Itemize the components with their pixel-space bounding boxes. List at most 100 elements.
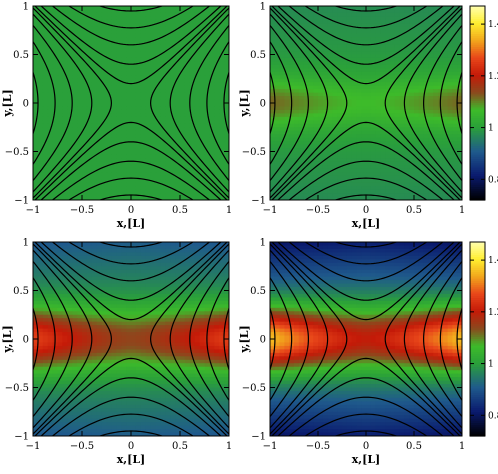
heatmap-cell [199, 44, 206, 49]
heatmap-cell [101, 144, 108, 149]
heatmap-cell [199, 12, 206, 17]
heatmap-cell [52, 266, 59, 271]
colorbar-swatch [470, 131, 485, 134]
heatmap-cell [199, 196, 206, 200]
heatmap-cell [214, 68, 220, 73]
heatmap-cell [390, 26, 396, 31]
heatmap-cell [289, 172, 295, 177]
heatmap-cell [361, 92, 367, 97]
heatmap-cell [270, 16, 276, 21]
heatmap-cell [274, 99, 281, 104]
heatmap-cell [42, 179, 49, 184]
heatmap-cell [47, 44, 54, 49]
heatmap-cell [180, 116, 186, 121]
heatmap-cell [394, 109, 401, 114]
heatmap-cell [150, 109, 157, 114]
heatmap-cell [337, 92, 343, 97]
heatmap-cell [274, 144, 281, 149]
heatmap-cell [322, 33, 329, 38]
heatmap-cell [47, 89, 54, 94]
heatmap-cell [399, 44, 405, 49]
heatmap-cell [135, 130, 142, 135]
heatmap-cell [126, 106, 132, 111]
heatmap-cell [91, 68, 98, 73]
heatmap-cell [126, 64, 132, 69]
heatmap-cell [394, 26, 401, 31]
heatmap-cell [442, 141, 449, 146]
heatmap-cell [399, 19, 405, 24]
heatmap-cell [356, 134, 362, 139]
heatmap-cell [101, 179, 108, 184]
heatmap-cell [72, 134, 78, 139]
heatmap-cell [47, 186, 54, 191]
heatmap-cell [423, 189, 429, 194]
heatmap-cell [135, 196, 142, 200]
heatmap-cell [303, 189, 309, 194]
heatmap-cell [318, 137, 324, 142]
heatmap-cell [428, 33, 434, 38]
heatmap-cell [106, 61, 112, 66]
heatmap-cell [135, 75, 142, 80]
heatmap-cell [303, 179, 309, 184]
heatmap-cell [101, 57, 108, 63]
heatmap-cell [135, 64, 142, 69]
heatmap-cell [135, 186, 142, 191]
heatmap-cell [423, 161, 429, 166]
heatmap-cell [175, 182, 181, 187]
heatmap-cell [165, 75, 171, 80]
heatmap-cell [33, 103, 39, 108]
heatmap-cell [447, 175, 453, 180]
heatmap-cell [62, 262, 68, 267]
heatmap-cell [77, 19, 83, 24]
heatmap-cell [447, 54, 453, 59]
heatmap-cell [180, 85, 186, 90]
heatmap-cell [322, 134, 329, 139]
heatmap-cell [318, 16, 324, 21]
heatmap-cell [189, 113, 196, 118]
heatmap-cell [279, 37, 285, 42]
heatmap-cell [289, 182, 295, 187]
heatmap-cell [224, 113, 229, 118]
heatmap-cell [86, 12, 93, 17]
heatmap-cell [270, 154, 276, 160]
colorbar-swatch [470, 70, 485, 74]
heatmap-cell [116, 193, 122, 198]
heatmap-cell [77, 33, 83, 38]
heatmap-cell [308, 165, 314, 170]
heatmap-cell [428, 9, 434, 14]
heatmap-cell [447, 16, 453, 21]
heatmap-cell [438, 137, 444, 142]
heatmap-cell [385, 57, 391, 63]
heatmap-cell [42, 19, 49, 24]
heatmap-cell [418, 151, 425, 156]
heatmap-cell [62, 26, 68, 31]
heatmap-cell [433, 123, 439, 128]
heatmap-cell [72, 266, 78, 271]
heatmap-cell [303, 154, 309, 160]
heatmap-cell [77, 161, 83, 166]
heatmap-cell [409, 33, 415, 38]
colorbar-swatch [470, 66, 485, 70]
heatmap-cell [194, 51, 201, 56]
heatmap-cell [62, 54, 68, 59]
heatmap-cell [209, 26, 215, 31]
heatmap-cell [72, 75, 78, 80]
heatmap-cell [189, 123, 196, 128]
heatmap-cell [385, 26, 391, 31]
heatmap-cell [308, 134, 314, 139]
heatmap-cell [342, 106, 348, 111]
heatmap-cell [219, 44, 225, 49]
heatmap-cell [82, 141, 88, 146]
heatmap-cell [457, 85, 462, 90]
heatmap-cell [414, 141, 420, 146]
heatmap-cell [313, 109, 319, 114]
heatmap-cell [385, 161, 391, 166]
contour-line [189, 24, 229, 182]
heatmap-cell [361, 51, 367, 56]
heatmap-cell [72, 57, 78, 63]
heatmap-cell [298, 151, 305, 156]
heatmap-cell [313, 168, 319, 173]
heatmap-cell [72, 113, 78, 118]
heatmap-cell [106, 47, 112, 52]
heatmap-cell [111, 51, 117, 56]
